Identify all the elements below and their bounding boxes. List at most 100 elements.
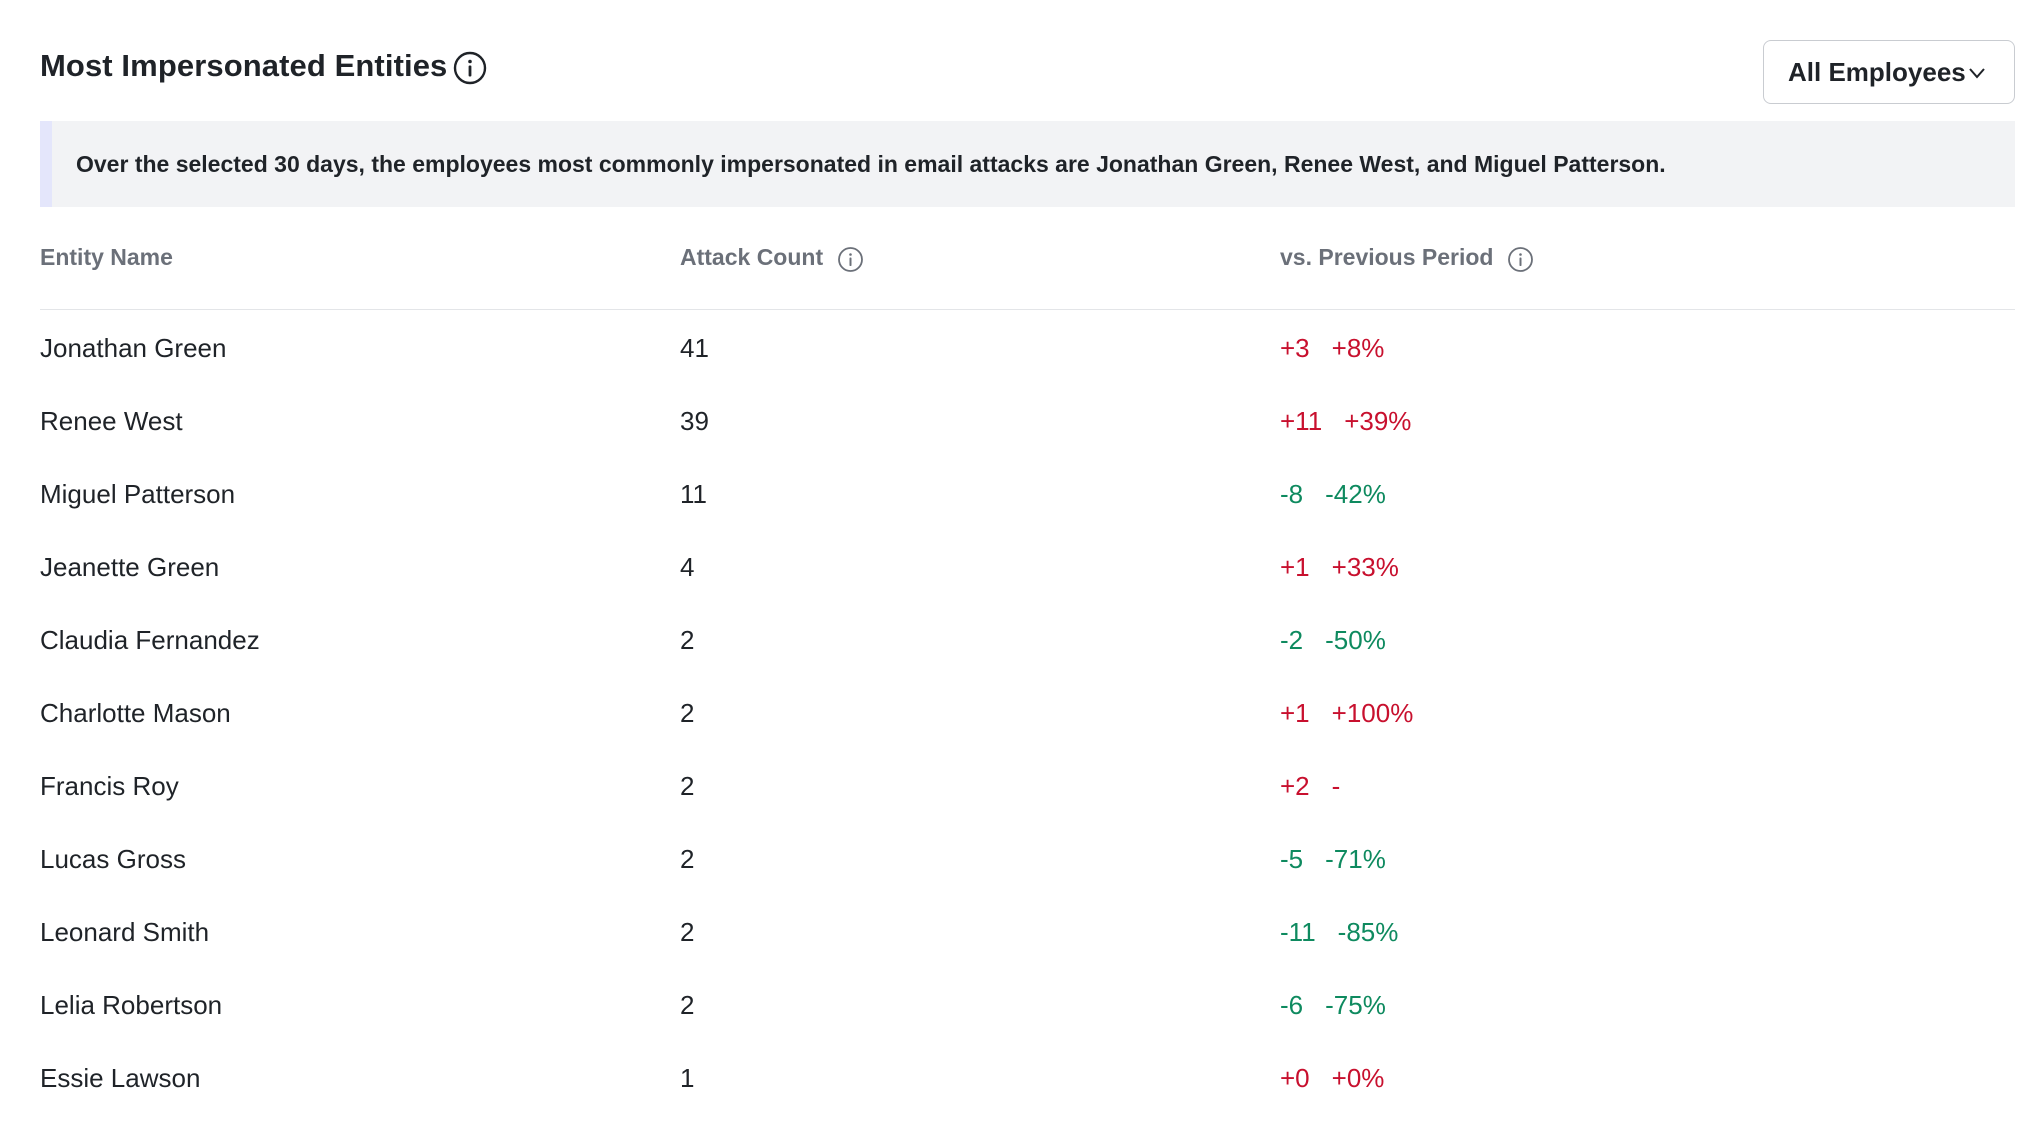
attack-count: 1 — [680, 1063, 695, 1093]
period-change-cell: -6 -75% — [1280, 969, 2015, 1042]
change-percent: +8% — [1331, 332, 1385, 363]
attack-count-cell: 2 — [680, 604, 1280, 677]
table-row[interactable]: Charlotte Mason 2 +1 +100% — [40, 677, 2015, 750]
change-count: +0 — [1280, 1063, 1310, 1093]
table-row[interactable]: Jonathan Green 41 +3 +8% — [40, 309, 2015, 385]
attack-count: 2 — [680, 625, 695, 655]
entities-table: Entity Name Attack Count vs. Previou — [40, 207, 2015, 1115]
change-count: +1 — [1280, 698, 1310, 728]
entity-name: Claudia Fernandez — [40, 625, 260, 655]
column-header-entity-name[interactable]: Entity Name — [40, 207, 680, 310]
change-count: +2 — [1280, 771, 1310, 801]
entity-name-cell: Leonard Smith — [40, 896, 680, 969]
entity-name: Renee West — [40, 406, 183, 436]
period-change-cell: -2 -50% — [1280, 604, 2015, 677]
change-percent: -71% — [1325, 844, 1386, 874]
attack-count: 41 — [680, 332, 709, 363]
entity-name: Charlotte Mason — [40, 698, 231, 728]
column-header-label: Entity Name — [40, 244, 173, 271]
period-change-cell: +2- — [1280, 750, 2015, 823]
change-percent: -50% — [1325, 625, 1386, 655]
period-change-cell: +1 +33% — [1280, 531, 2015, 604]
attack-count-cell: 39 — [680, 385, 1280, 458]
table-row[interactable]: Claudia Fernandez 2 -2 -50% — [40, 604, 2015, 677]
change-percent: +100% — [1331, 698, 1414, 728]
change-percent: +0% — [1331, 1063, 1385, 1093]
change-percent: -85% — [1337, 917, 1399, 947]
change-percent: -75% — [1325, 990, 1386, 1020]
table-row[interactable]: Leonard Smith 2 -11 -85% — [40, 896, 2015, 969]
change-percent: +33% — [1331, 552, 1399, 582]
entity-name-cell: Lelia Robertson — [40, 969, 680, 1042]
table-row[interactable]: Jeanette Green 4 +1 +33% — [40, 531, 2015, 604]
info-icon[interactable] — [837, 246, 864, 273]
attack-count-cell: 1 — [680, 1042, 1280, 1115]
info-icon[interactable] — [1507, 246, 1534, 273]
entity-name: Essie Lawson — [40, 1063, 201, 1093]
period-change-cell: -5 -71% — [1280, 823, 2015, 896]
entity-name-cell: Renee West — [40, 385, 680, 458]
attack-count: 2 — [680, 771, 695, 801]
entity-name-cell: Claudia Fernandez — [40, 604, 680, 677]
change-percent: - — [1331, 771, 1341, 801]
summary-banner: Over the selected 30 days, the employees… — [40, 121, 2015, 207]
attack-count-cell: 2 — [680, 677, 1280, 750]
attack-count-cell: 2 — [680, 969, 1280, 1042]
table-row[interactable]: Miguel Patterson 11 -8 -42% — [40, 458, 2015, 531]
table-row[interactable]: Lelia Robertson 2 -6 -75% — [40, 969, 2015, 1042]
change-percent: -42% — [1325, 479, 1386, 509]
entity-name-cell: Miguel Patterson — [40, 458, 680, 531]
entity-name: Leonard Smith — [40, 917, 210, 947]
attack-count: 2 — [680, 917, 695, 947]
period-change-cell: +0 +0% — [1280, 1042, 2015, 1115]
period-change-cell: -8 -42% — [1280, 458, 2015, 531]
change-count: -8 — [1280, 479, 1304, 509]
column-header-label: Attack Count — [680, 244, 824, 271]
attack-count-cell: 2 — [680, 896, 1280, 969]
period-change-cell: -11 -85% — [1280, 896, 2015, 969]
attack-count: 2 — [680, 698, 695, 728]
attack-count-cell: 41 — [680, 309, 1280, 385]
change-count: +1 — [1280, 552, 1310, 582]
table-row[interactable]: Lucas Gross 2 -5 -71% — [40, 823, 2015, 896]
change-count: +3 — [1280, 332, 1310, 363]
change-count: -5 — [1280, 844, 1304, 874]
table-row[interactable]: Francis Roy 2 +2- — [40, 750, 2015, 823]
table-row[interactable]: Essie Lawson 1 +0 +0% — [40, 1042, 2015, 1115]
change-count: +11 — [1280, 406, 1323, 436]
table-row[interactable]: Renee West 39 +11 +39% — [40, 385, 2015, 458]
attack-count: 11 — [680, 479, 707, 509]
panel-title: Most Impersonated Entities — [40, 48, 448, 83]
entity-name-cell: Lucas Gross — [40, 823, 680, 896]
change-count: -2 — [1280, 625, 1304, 655]
period-change-cell: +1 +100% — [1280, 677, 2015, 750]
attack-count: 4 — [680, 552, 695, 582]
change-count: -11 — [1280, 917, 1316, 947]
period-change-cell: +11 +39% — [1280, 385, 2015, 458]
column-header-vs-previous-period[interactable]: vs. Previous Period — [1280, 207, 2015, 310]
table-body: Jonathan Green 41 +3 +8% Renee West 39 +11 +39%… — [40, 309, 2015, 1115]
change-percent: +39% — [1344, 406, 1412, 436]
entity-name-cell: Jeanette Green — [40, 531, 680, 604]
attack-count-cell: 4 — [680, 531, 1280, 604]
entity-name: Jonathan Green — [40, 332, 227, 363]
attack-count-cell: 2 — [680, 823, 1280, 896]
column-header-attack-count[interactable]: Attack Count — [680, 207, 1280, 310]
change-count: -6 — [1280, 990, 1304, 1020]
entity-name-cell: Essie Lawson — [40, 1042, 680, 1115]
employee-filter-dropdown[interactable]: All Employees — [1763, 40, 2015, 104]
attack-count: 2 — [680, 844, 695, 874]
attack-count: 2 — [680, 990, 695, 1020]
period-change-cell: +3 +8% — [1280, 309, 2015, 385]
table-header-row: Entity Name Attack Count vs. Previou — [40, 207, 2015, 310]
entity-name-cell: Francis Roy — [40, 750, 680, 823]
column-header-label: vs. Previous Period — [1280, 244, 1494, 271]
attack-count-cell: 2 — [680, 750, 1280, 823]
impersonated-entities-panel: Most Impersonated Entities All Employees… — [40, 40, 2015, 1093]
entity-name-cell: Jonathan Green — [40, 309, 680, 385]
attack-count: 39 — [680, 406, 709, 436]
info-icon[interactable] — [453, 51, 487, 85]
entity-name: Lelia Robertson — [40, 990, 223, 1020]
entity-name-cell: Charlotte Mason — [40, 677, 680, 750]
entity-name: Jeanette Green — [40, 552, 220, 582]
